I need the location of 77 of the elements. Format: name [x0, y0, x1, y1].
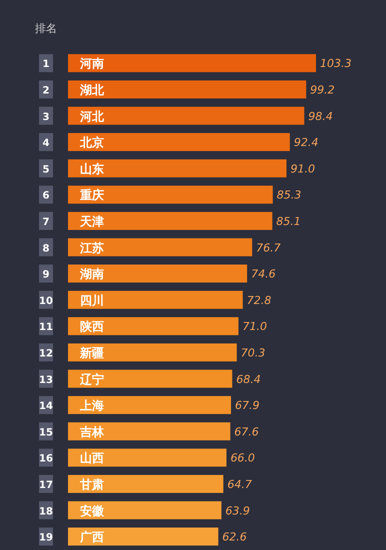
y-tick-label: 安徽 — [80, 504, 105, 518]
bar — [68, 133, 290, 152]
text: 12 — [39, 348, 53, 360]
text: 13 — [39, 374, 53, 386]
bar — [68, 186, 273, 204]
data-label: 85.1 — [276, 214, 301, 228]
data-label: 64.7 — [227, 478, 252, 491]
data-label: 66.0 — [230, 452, 255, 465]
y-tick-label: 山东 — [80, 162, 104, 176]
text: 6 — [42, 190, 50, 202]
data-label: 62.6 — [222, 530, 247, 544]
text: 2 — [42, 85, 50, 96]
text: 9 — [42, 270, 50, 281]
text: 7 — [42, 216, 50, 228]
bar — [68, 106, 304, 125]
bar — [68, 448, 226, 467]
data-label: 85.3 — [276, 188, 302, 202]
data-label: 63.9 — [225, 504, 250, 518]
data-label: 67.6 — [234, 425, 259, 438]
text: 19 — [39, 532, 53, 544]
y-tick-label: 湖北 — [79, 82, 105, 97]
data-label: 92.4 — [294, 136, 318, 150]
y-tick-label: 山西 — [80, 451, 104, 466]
y-tick-label: 河南 — [79, 56, 104, 71]
data-label: 72.8 — [246, 294, 272, 307]
y-tick-label: 新疆 — [79, 346, 104, 360]
data-label: 71.0 — [242, 320, 267, 334]
bar — [68, 238, 252, 256]
bar — [68, 54, 316, 72]
y-tick-label: 北京 — [79, 136, 104, 150]
bar — [68, 264, 248, 283]
text: 16 — [39, 454, 53, 465]
text: 1 — [42, 59, 50, 70]
y-tick-label: 陕西 — [80, 320, 104, 334]
bar — [68, 317, 238, 336]
text: 11 — [39, 322, 53, 334]
text: 14 — [39, 401, 53, 412]
data-label: 74.6 — [251, 268, 276, 281]
text: 8 — [42, 243, 50, 254]
text: 15 — [39, 427, 53, 438]
bar — [68, 343, 237, 362]
data-label: 103.3 — [320, 57, 352, 70]
y-tick-label: 上海 — [79, 398, 104, 413]
text: 3 — [42, 112, 50, 123]
bar — [68, 396, 232, 414]
bar — [68, 501, 222, 520]
data-label: 99.2 — [310, 83, 335, 96]
data-label: 98.4 — [308, 110, 333, 123]
bar — [68, 80, 306, 98]
data-label: 76.7 — [256, 241, 281, 254]
data-label: 68.4 — [236, 372, 261, 386]
text: 5 — [42, 164, 50, 176]
y-tick-label: 湖南 — [79, 267, 104, 282]
bar — [68, 422, 230, 440]
y-tick-label: 江苏 — [79, 240, 104, 255]
text: 17 — [39, 480, 53, 491]
data-label: 67.9 — [235, 399, 260, 412]
y-tick-label: 河北 — [79, 109, 105, 124]
y-tick-label: 甘肃 — [79, 477, 104, 492]
text: 4 — [42, 138, 50, 150]
bar — [68, 474, 224, 493]
y-tick-label: 四川 — [80, 293, 104, 308]
y-tick-label: 天津 — [79, 214, 104, 228]
y-tick-label: 辽宁 — [79, 372, 104, 386]
text: 18 — [39, 506, 53, 518]
bar — [68, 159, 286, 178]
data-label: 91.0 — [290, 162, 315, 176]
y-tick-label: 广西 — [79, 530, 104, 544]
bar — [68, 370, 232, 388]
y-tick-label: 吉林 — [79, 424, 105, 439]
bar — [68, 528, 218, 546]
text: 10 — [39, 296, 53, 307]
bar — [68, 290, 243, 309]
y-axis-title: 排名 — [35, 22, 57, 35]
y-tick-label: 重庆 — [79, 188, 104, 202]
data-label: 70.3 — [240, 346, 266, 360]
bar — [68, 212, 272, 230]
